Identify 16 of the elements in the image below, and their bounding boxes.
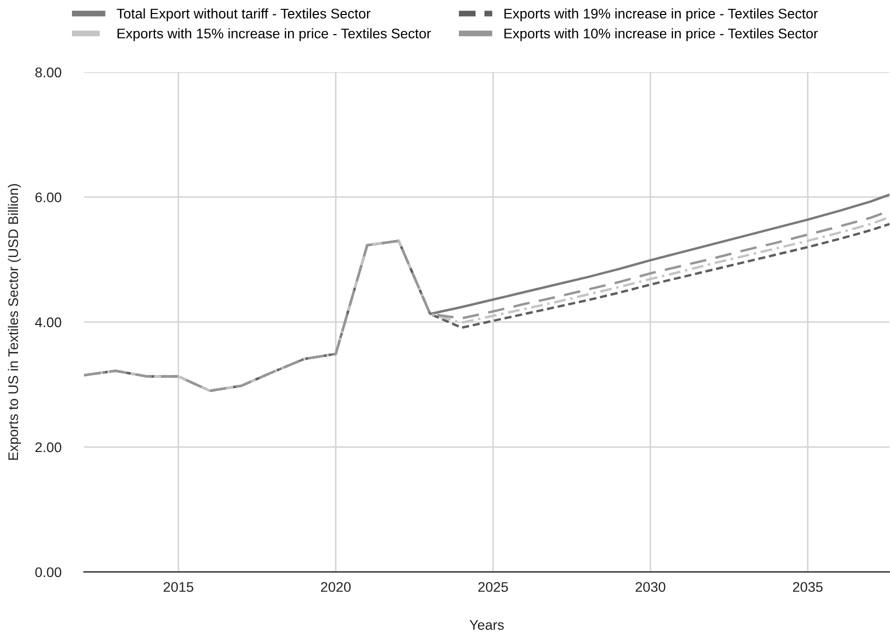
y-tick-label: 4.00 (35, 317, 62, 328)
y-tick-label: 0.00 (35, 567, 62, 578)
y-tick-label: 2.00 (35, 442, 62, 452)
legend-label: Exports with 10% increase in price - Textiles Sector (504, 28, 818, 42)
legend-label: Exports with 15% increase in price - Textiles Sector (118, 28, 431, 42)
x-tick-label: 2025 (478, 582, 508, 592)
legend-label: Total Export without tariff - Textiles Sector (116, 8, 370, 22)
x-tick-label: 2035 (792, 582, 823, 592)
y-tick-label: 6.00 (35, 192, 62, 202)
y-axis-title: Exports to US in Textiles Sector (USD Billion) (8, 184, 21, 460)
x-tick-label: 2030 (636, 582, 666, 592)
x-axis-title: Years (470, 620, 504, 630)
y-tick-label: 8.00 (35, 67, 62, 78)
legend-label: Exports with 19% increase in price - Textiles Sector (504, 8, 818, 22)
x-tick-label: 2020 (321, 582, 351, 592)
x-tick-label: 2015 (164, 582, 194, 592)
